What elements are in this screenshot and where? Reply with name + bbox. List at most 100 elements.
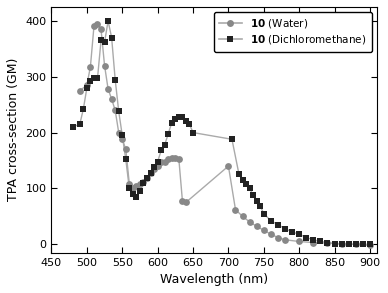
Point [119, 137, 125, 142]
Point [229, 137, 235, 142]
Point [232, 207, 239, 212]
Point [254, 224, 260, 229]
Point [126, 182, 132, 186]
Point [339, 242, 345, 247]
Point [109, 35, 115, 40]
Point [339, 241, 345, 246]
Point [137, 189, 143, 194]
Point [367, 242, 373, 247]
Point [239, 178, 246, 182]
Point [137, 182, 143, 186]
Point [154, 159, 161, 164]
Point [324, 241, 331, 246]
Point [94, 21, 100, 26]
Point [105, 87, 111, 91]
Point [165, 131, 171, 136]
Point [140, 180, 147, 185]
Point [133, 183, 140, 188]
Point [183, 200, 189, 205]
Point [353, 242, 359, 247]
Point [109, 97, 115, 101]
Point [324, 240, 331, 245]
Point [261, 228, 267, 233]
Point [154, 164, 161, 168]
Point [190, 130, 196, 135]
Point [162, 142, 168, 147]
Point [172, 155, 178, 160]
Point [158, 159, 164, 164]
Point [105, 18, 111, 23]
Point [261, 211, 267, 216]
Point [275, 235, 281, 240]
Point [101, 40, 107, 45]
Point [225, 164, 232, 168]
Point [162, 159, 168, 164]
Point [310, 237, 317, 242]
Point [165, 157, 171, 162]
Point [112, 108, 118, 113]
Point [360, 242, 366, 247]
Point [144, 176, 150, 181]
Point [275, 222, 281, 227]
Point [246, 186, 253, 191]
Point [77, 88, 83, 93]
Point [130, 186, 136, 191]
Point [239, 214, 246, 219]
Point [158, 148, 164, 153]
Point [331, 241, 338, 246]
Point [257, 204, 263, 209]
Point [123, 157, 129, 162]
Point [367, 243, 373, 248]
Point [144, 176, 150, 181]
Point [183, 119, 189, 124]
Point [147, 171, 154, 175]
X-axis label: Wavelength (nm): Wavelength (nm) [160, 273, 268, 286]
Point [176, 115, 182, 119]
Point [317, 239, 324, 244]
Point [98, 38, 104, 43]
Point [94, 76, 100, 81]
Point [246, 219, 253, 224]
Point [176, 157, 182, 162]
Point [91, 24, 97, 29]
Point [123, 147, 129, 152]
Point [101, 63, 107, 68]
Point [151, 166, 157, 171]
Point [346, 242, 352, 247]
Point [147, 171, 154, 175]
Point [87, 79, 94, 84]
Point [268, 232, 274, 236]
Point [169, 155, 175, 160]
Point [236, 172, 242, 177]
Point [303, 235, 309, 240]
Point [140, 179, 147, 184]
Y-axis label: TPA cross-section (GM): TPA cross-section (GM) [7, 58, 20, 202]
Point [116, 109, 122, 114]
Point [282, 237, 288, 242]
Point [254, 198, 260, 203]
Point [84, 83, 90, 88]
Legend: $\bf{10}$ (Water), $\bf{10}$ (Dichloromethane): $\bf{10}$ (Water), $\bf{10}$ (Dichlorome… [214, 12, 372, 52]
Point [186, 122, 192, 127]
Point [310, 240, 317, 245]
Point [116, 130, 122, 135]
Point [126, 186, 132, 191]
Point [243, 182, 249, 186]
Point [133, 195, 140, 199]
Point [77, 122, 83, 127]
Point [179, 198, 185, 203]
Point [296, 239, 302, 244]
Point [151, 165, 157, 170]
Point [112, 77, 118, 82]
Point [119, 133, 125, 138]
Point [91, 76, 97, 81]
Point [250, 193, 256, 197]
Point [268, 219, 274, 223]
Point [130, 192, 136, 196]
Point [84, 86, 90, 90]
Point [169, 120, 175, 125]
Point [296, 232, 302, 236]
Point [172, 116, 178, 121]
Point [282, 226, 288, 231]
Point [98, 27, 104, 32]
